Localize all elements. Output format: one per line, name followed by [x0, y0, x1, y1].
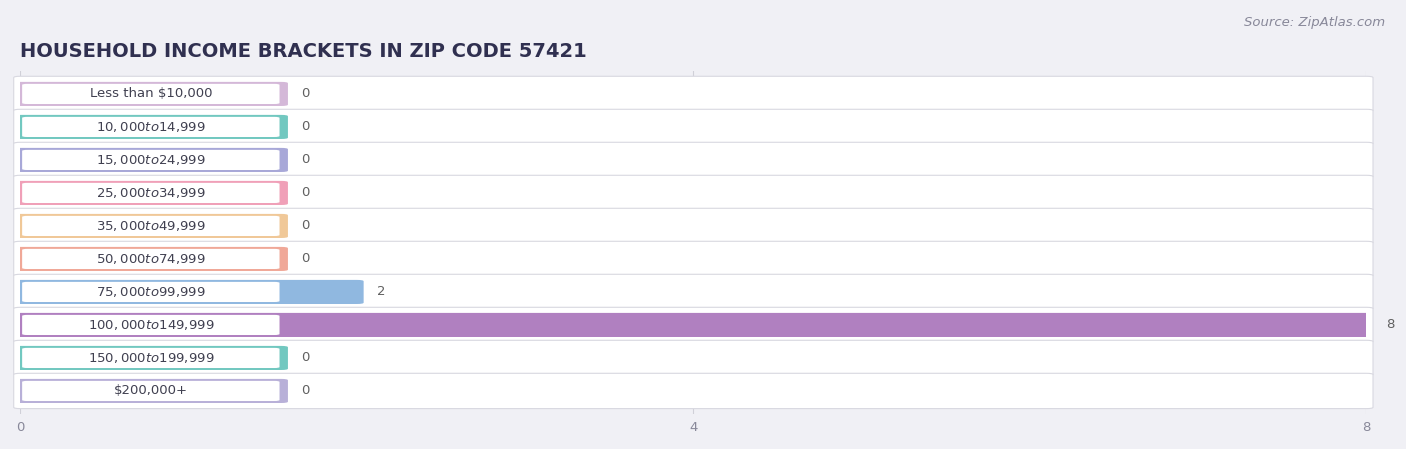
Text: $75,000 to $99,999: $75,000 to $99,999: [96, 285, 205, 299]
FancyBboxPatch shape: [14, 175, 1374, 211]
FancyBboxPatch shape: [14, 214, 288, 238]
FancyBboxPatch shape: [14, 340, 1374, 376]
FancyBboxPatch shape: [22, 282, 280, 302]
Text: 0: 0: [301, 186, 309, 199]
Text: 0: 0: [301, 154, 309, 167]
Text: 8: 8: [1386, 318, 1395, 331]
FancyBboxPatch shape: [14, 280, 364, 304]
FancyBboxPatch shape: [14, 241, 1374, 277]
Text: 0: 0: [301, 120, 309, 133]
FancyBboxPatch shape: [22, 117, 280, 137]
Text: 0: 0: [301, 352, 309, 365]
FancyBboxPatch shape: [14, 313, 1374, 337]
Text: $35,000 to $49,999: $35,000 to $49,999: [96, 219, 205, 233]
FancyBboxPatch shape: [22, 348, 280, 368]
FancyBboxPatch shape: [22, 183, 280, 203]
FancyBboxPatch shape: [22, 381, 280, 401]
FancyBboxPatch shape: [22, 315, 280, 335]
FancyBboxPatch shape: [14, 142, 1374, 178]
FancyBboxPatch shape: [14, 208, 1374, 244]
FancyBboxPatch shape: [14, 76, 1374, 112]
FancyBboxPatch shape: [22, 249, 280, 269]
Text: $150,000 to $199,999: $150,000 to $199,999: [87, 351, 214, 365]
Text: Less than $10,000: Less than $10,000: [90, 88, 212, 101]
FancyBboxPatch shape: [14, 346, 288, 370]
Text: $15,000 to $24,999: $15,000 to $24,999: [96, 153, 205, 167]
FancyBboxPatch shape: [14, 109, 1374, 145]
Text: 0: 0: [301, 252, 309, 265]
FancyBboxPatch shape: [22, 216, 280, 236]
Text: $200,000+: $200,000+: [114, 384, 188, 397]
Text: $100,000 to $149,999: $100,000 to $149,999: [87, 318, 214, 332]
FancyBboxPatch shape: [22, 84, 280, 104]
Text: HOUSEHOLD INCOME BRACKETS IN ZIP CODE 57421: HOUSEHOLD INCOME BRACKETS IN ZIP CODE 57…: [21, 42, 588, 61]
Text: 0: 0: [301, 88, 309, 101]
FancyBboxPatch shape: [14, 148, 288, 172]
Text: 0: 0: [301, 220, 309, 233]
FancyBboxPatch shape: [14, 247, 288, 271]
Text: 0: 0: [301, 384, 309, 397]
FancyBboxPatch shape: [14, 373, 1374, 409]
FancyBboxPatch shape: [14, 274, 1374, 310]
FancyBboxPatch shape: [22, 150, 280, 170]
Text: Source: ZipAtlas.com: Source: ZipAtlas.com: [1244, 16, 1385, 29]
Text: 2: 2: [377, 286, 385, 299]
FancyBboxPatch shape: [14, 82, 288, 106]
Text: $10,000 to $14,999: $10,000 to $14,999: [96, 120, 205, 134]
FancyBboxPatch shape: [14, 181, 288, 205]
Text: $50,000 to $74,999: $50,000 to $74,999: [96, 252, 205, 266]
Text: $25,000 to $34,999: $25,000 to $34,999: [96, 186, 205, 200]
FancyBboxPatch shape: [14, 115, 288, 139]
FancyBboxPatch shape: [14, 379, 288, 403]
FancyBboxPatch shape: [14, 307, 1374, 343]
